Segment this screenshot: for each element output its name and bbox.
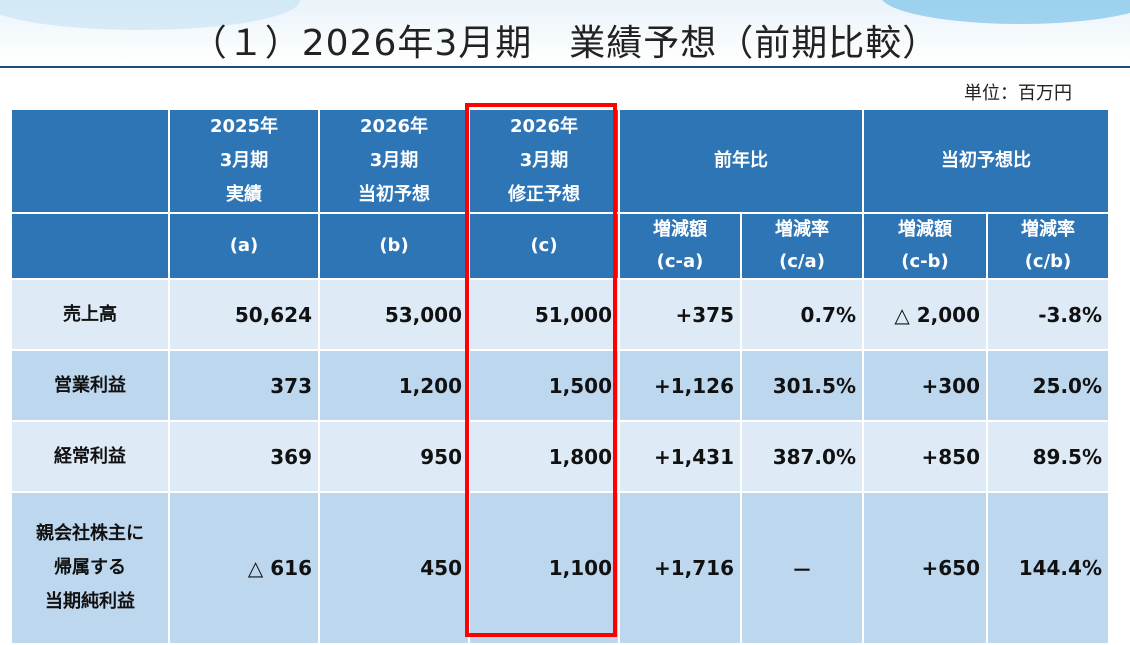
forecast-table: 2025年 3月期 実績 2026年 3月期 当初予想 2026年 3月期 修正… — [10, 108, 1110, 645]
label-line: 親会社株主に — [36, 523, 144, 544]
header-sub-b: (b) — [318, 212, 470, 280]
header-init-rate: 増減率 (c/b) — [986, 212, 1110, 280]
header-line: (c/b) — [1024, 251, 1072, 272]
label-line: 営業利益 — [54, 374, 126, 396]
cell-yoy-rate: 0.7% — [740, 278, 864, 351]
header-corner — [10, 108, 170, 214]
table-row: 経常利益 369 950 1,800 +1,431 387.0% +850 89… — [10, 420, 1110, 493]
header-col-b: 2026年 3月期 当初予想 — [318, 108, 470, 214]
cell-yoy-diff: +1,431 — [618, 420, 742, 493]
cell-revised-forecast: 1,500 — [468, 349, 620, 422]
header-line: (c-b) — [901, 251, 949, 272]
label-line: 売上高 — [63, 303, 117, 325]
row-label: 親会社株主に 帰属する 当期純利益 — [10, 491, 170, 645]
cell-revised-forecast: 51,000 — [468, 278, 620, 351]
header-sub-a: (a) — [168, 212, 320, 280]
row-label: 営業利益 — [10, 349, 170, 422]
header-line: 当初予想 — [358, 184, 430, 205]
header-yoy: 前年比 — [618, 108, 864, 214]
cell-init-diff: +850 — [862, 420, 988, 493]
cell-init-rate: 144.4% — [986, 491, 1110, 645]
label-line: 経常利益 — [54, 445, 126, 467]
cell-yoy-diff: +375 — [618, 278, 742, 351]
table-row: 親会社株主に 帰属する 当期純利益 △ 616 450 1,100 +1,716… — [10, 491, 1110, 645]
label-line: 当期純利益 — [45, 591, 135, 612]
header-line: 修正予想 — [508, 184, 580, 205]
header-vs-initial: 当初予想比 — [862, 108, 1110, 214]
cell-yoy-rate: － — [740, 491, 864, 645]
row-label: 売上高 — [10, 278, 170, 351]
header-yoy-diff: 増減額 (c-a) — [618, 212, 742, 280]
header-col-c: 2026年 3月期 修正予想 — [468, 108, 620, 214]
cell-init-diff: +650 — [862, 491, 988, 645]
cell-init-rate: 25.0% — [986, 349, 1110, 422]
header-line: 増減率 — [1021, 219, 1075, 240]
table-row: 売上高 50,624 53,000 51,000 +375 0.7% △ 2,0… — [10, 278, 1110, 351]
cell-initial-forecast: 1,200 — [318, 349, 470, 422]
page-title: （１）2026年3月期 業績予想（前期比較） — [190, 23, 940, 64]
header-col-a: 2025年 3月期 実績 — [168, 108, 320, 214]
cell-initial-forecast: 53,000 — [318, 278, 470, 351]
cell-initial-forecast: 950 — [318, 420, 470, 493]
header-yoy-rate: 増減率 (c/a) — [740, 212, 864, 280]
header-line: (c-a) — [656, 251, 704, 272]
header-line: 3月期 — [219, 150, 269, 171]
header-line: 3月期 — [369, 150, 419, 171]
cell-init-diff: +300 — [862, 349, 988, 422]
label-line: 帰属する — [54, 557, 126, 578]
header-sub-c: (c) — [468, 212, 620, 280]
unit-label: 単位：百万円 — [964, 83, 1072, 104]
cell-init-diff: △ 2,000 — [862, 278, 988, 351]
table-row: 営業利益 373 1,200 1,500 +1,126 301.5% +300 … — [10, 349, 1110, 422]
header-line: 2025年 — [209, 116, 279, 137]
cell-yoy-rate: 387.0% — [740, 420, 864, 493]
header-line: 増減額 — [898, 219, 952, 240]
cell-revised-forecast: 1,800 — [468, 420, 620, 493]
header-line: 3月期 — [519, 150, 569, 171]
cell-yoy-diff: +1,716 — [618, 491, 742, 645]
cell-yoy-rate: 301.5% — [740, 349, 864, 422]
header-line: 2026年 — [359, 116, 429, 137]
cell-actual: 373 — [168, 349, 320, 422]
cell-init-rate: -3.8% — [986, 278, 1110, 351]
header-init-diff: 増減額 (c-b) — [862, 212, 988, 280]
cell-yoy-diff: +1,126 — [618, 349, 742, 422]
header-line: 2026年 — [509, 116, 579, 137]
title-divider — [0, 66, 1130, 68]
cell-initial-forecast: 450 — [318, 491, 470, 645]
cell-actual: △ 616 — [168, 491, 320, 645]
header-line: 増減額 — [653, 219, 707, 240]
row-label: 経常利益 — [10, 420, 170, 493]
cell-revised-forecast: 1,100 — [468, 491, 620, 645]
header-line: (c/a) — [779, 251, 825, 272]
cell-actual: 50,624 — [168, 278, 320, 351]
cell-init-rate: 89.5% — [986, 420, 1110, 493]
header-line: 増減率 — [775, 219, 829, 240]
header-line: 実績 — [226, 184, 262, 205]
cell-actual: 369 — [168, 420, 320, 493]
header-corner-sub — [10, 212, 170, 280]
